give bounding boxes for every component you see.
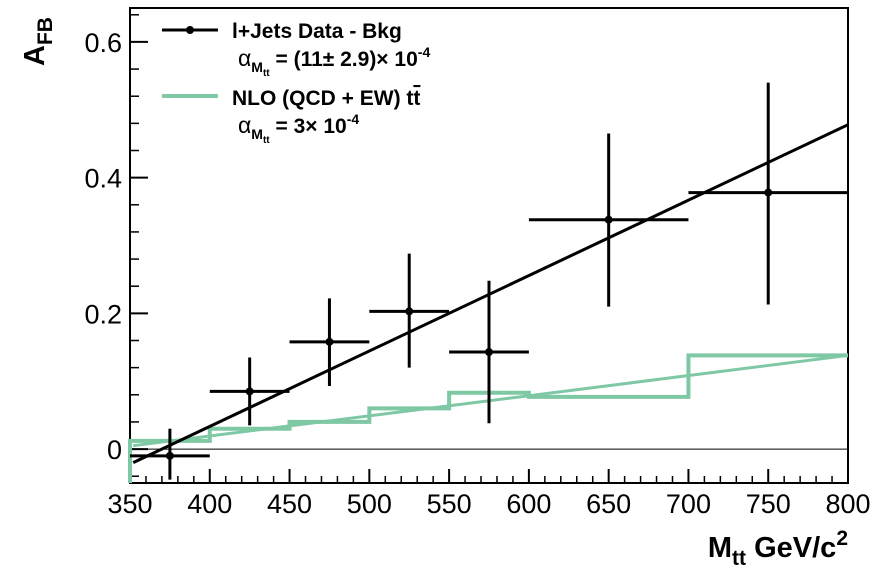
legend-data-alpha: αMtt = (11± 2.9)× 10-4: [238, 44, 430, 79]
data-point: [325, 337, 334, 346]
y-axis-title-main: A: [19, 45, 51, 66]
axis-ticks: 350 400 450 500 550 600 650 700 750 800 0 0.2 0.4 0.6: [84, 14, 871, 519]
legend: l+Jets Data - Bkg αMtt = (11± 2.9)× 10-4…: [162, 20, 430, 146]
x-axis-title: Mtt GeV/c2: [708, 527, 848, 567]
x-axis-title-main: M: [708, 532, 732, 564]
legend-nlo-alpha: αMtt = 3× 10-4: [238, 111, 359, 146]
data-point: [485, 348, 493, 357]
x-axis-title-rest: GeV/c: [746, 532, 836, 564]
legend-nlo-alpha-text: = 3× 10: [270, 115, 347, 138]
y-tick-label: 0: [107, 435, 122, 465]
legend-data-alpha-sup: -4: [418, 44, 431, 60]
legend-nlo-alpha-subsub: tt: [263, 135, 270, 146]
legend-data-alpha-text: = (11± 2.9)× 10: [270, 48, 418, 71]
data-point: [604, 215, 613, 224]
x-tick-label: 800: [825, 489, 870, 519]
data-point: [165, 451, 174, 460]
x-tick-label: 450: [267, 489, 312, 519]
data-fit-line: [132, 123, 849, 464]
legend-nlo-label-tbar: t: [413, 87, 420, 110]
legend-nlo-label: NLO (QCD + EW) tt: [232, 87, 420, 110]
y-axis-title: AFB: [19, 17, 57, 66]
x-tick-label: 600: [506, 489, 551, 519]
legend-nlo-label-text: NLO (QCD + EW) t: [232, 87, 413, 110]
legend-data-alpha-symbol: α: [238, 45, 251, 71]
legend-data-alpha-subsub: tt: [263, 68, 270, 79]
y-tick-label: 0.6: [84, 28, 122, 58]
legend-nlo-alpha-sub: M: [251, 126, 263, 142]
x-tick-label: 550: [427, 489, 472, 519]
x-tick-label: 650: [586, 489, 631, 519]
legend-nlo-alpha-sup: -4: [347, 111, 360, 127]
x-tick-label: 350: [107, 489, 152, 519]
legend-data-alpha-sub: M: [251, 59, 263, 75]
data-series: [130, 82, 849, 480]
legend-nlo-alpha-symbol: α: [238, 112, 251, 138]
data-point: [764, 188, 773, 197]
x-axis-title-sub: tt: [732, 547, 746, 567]
x-tick-label: 400: [187, 489, 232, 519]
data-point: [245, 387, 254, 396]
data-point: [405, 307, 414, 316]
x-tick-label: 500: [347, 489, 392, 519]
nlo-series: [128, 353, 849, 483]
x-axis-title-sup: 2: [836, 527, 848, 550]
y-axis-title-sub: FB: [34, 17, 57, 45]
y-tick-label: 0.4: [84, 164, 122, 194]
x-tick-label: 750: [746, 489, 791, 519]
nlo-fit-line: [133, 353, 849, 448]
y-tick-label: 0.2: [84, 299, 122, 329]
legend-data-marker: [186, 26, 194, 34]
x-tick-label: 700: [666, 489, 711, 519]
plot-frame: [129, 7, 849, 484]
legend-data-label: l+Jets Data - Bkg: [232, 20, 402, 43]
